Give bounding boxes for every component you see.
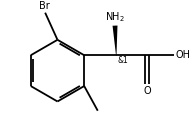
Text: &1: &1 — [117, 57, 128, 65]
Polygon shape — [113, 26, 117, 55]
Text: Br: Br — [39, 1, 49, 11]
Text: OH: OH — [176, 50, 191, 60]
Text: O: O — [143, 86, 151, 96]
Text: NH$_2$: NH$_2$ — [105, 10, 125, 24]
